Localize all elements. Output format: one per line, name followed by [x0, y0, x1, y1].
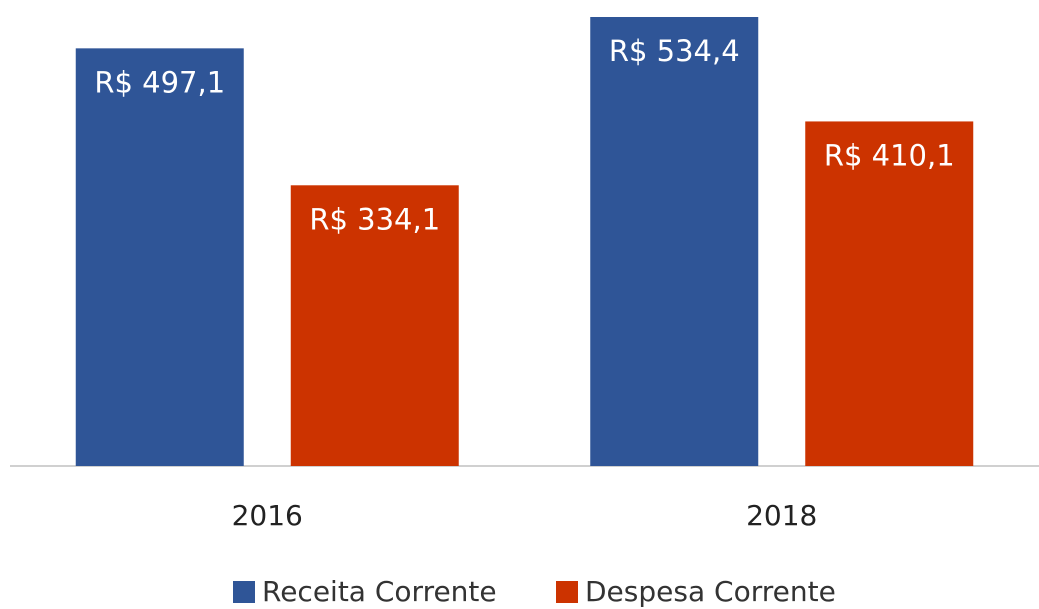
x-tick-label: 2016	[232, 499, 303, 532]
legend-swatch	[233, 581, 255, 603]
bar	[805, 121, 974, 466]
data-label: R$ 334,1	[309, 202, 440, 236]
data-label: R$ 497,1	[94, 65, 225, 99]
data-label: R$ 534,4	[609, 34, 740, 68]
legend-swatch	[556, 581, 578, 603]
bar	[75, 48, 244, 466]
legend-label: Despesa Corrente	[585, 575, 836, 608]
bar	[290, 185, 459, 466]
legend-label: Receita Corrente	[262, 575, 497, 608]
x-tick-label: 2018	[746, 499, 817, 532]
data-label: R$ 410,1	[824, 138, 955, 172]
bar	[590, 17, 759, 466]
